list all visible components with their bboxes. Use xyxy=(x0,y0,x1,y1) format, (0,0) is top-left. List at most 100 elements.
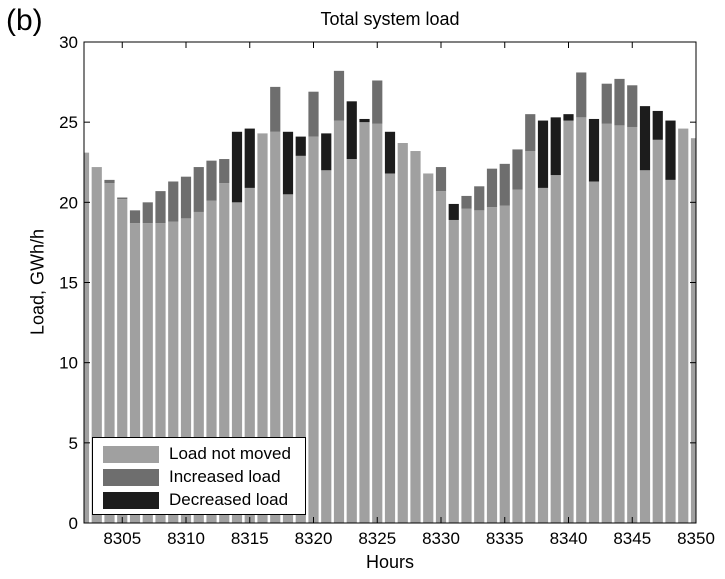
bars-layer xyxy=(84,70,696,523)
bar-increased xyxy=(474,186,485,211)
bar-not-moved xyxy=(678,128,689,523)
bar-not-moved xyxy=(486,207,498,523)
x-tick-label: 8335 xyxy=(486,529,524,548)
bar-decreased xyxy=(639,106,651,171)
y-tick-label: 5 xyxy=(69,434,78,453)
bar-not-moved xyxy=(448,219,459,523)
y-tick-label: 10 xyxy=(59,354,78,373)
bar-not-moved xyxy=(359,122,370,523)
x-tick-label: 8330 xyxy=(422,529,460,548)
bar-increased xyxy=(461,195,472,209)
bar-decreased xyxy=(537,120,549,188)
bar-not-moved xyxy=(193,211,204,523)
bar-increased xyxy=(525,114,536,152)
bar-not-moved xyxy=(639,170,651,523)
bar-not-moved xyxy=(627,126,638,523)
bar-not-moved xyxy=(308,136,319,523)
bar-not-moved xyxy=(219,183,230,523)
bar-increased xyxy=(155,191,166,224)
bar-increased xyxy=(576,72,587,118)
bar-increased xyxy=(372,80,383,124)
bar-not-moved xyxy=(525,151,536,523)
bar-increased xyxy=(142,202,153,224)
legend-swatch-increased xyxy=(103,468,159,486)
bar-not-moved xyxy=(614,125,625,523)
ticks-layer: 0 5 10 15 20 25 30 8305 8310 8315 8320 8325 8330 8335… xyxy=(59,33,715,548)
bar-not-moved xyxy=(321,170,332,523)
legend-item-not-moved: Load not moved xyxy=(103,443,291,465)
bar-increased xyxy=(129,210,141,224)
bar-increased xyxy=(512,149,523,190)
bar-not-moved xyxy=(257,133,268,523)
y-tick-label: 0 xyxy=(69,514,78,533)
bar-not-moved xyxy=(652,139,663,523)
legend-label-not-moved: Load not moved xyxy=(169,444,291,463)
bar-not-moved xyxy=(588,181,600,523)
y-tick-label: 15 xyxy=(59,274,78,293)
bar-not-moved xyxy=(499,205,510,523)
x-tick-label: 8305 xyxy=(103,529,141,548)
bar-not-moved xyxy=(129,223,141,523)
y-tick-label: 20 xyxy=(59,193,78,212)
x-tick-label: 8315 xyxy=(231,529,269,548)
bar-not-moved xyxy=(474,210,485,523)
bar-increased xyxy=(206,160,217,201)
bar-not-moved xyxy=(461,208,472,523)
bar-decreased xyxy=(321,133,332,171)
bar-not-moved xyxy=(372,123,383,523)
bar-increased xyxy=(308,91,319,137)
bar-increased xyxy=(193,167,204,212)
bar-not-moved xyxy=(423,173,434,523)
x-tick-label: 8310 xyxy=(167,529,205,548)
bar-increased xyxy=(435,167,447,192)
bar-not-moved xyxy=(435,191,447,523)
bar-increased xyxy=(117,197,128,200)
bar-not-moved xyxy=(295,155,306,523)
legend-label-increased: Increased load xyxy=(169,467,281,486)
bar-decreased xyxy=(231,131,243,203)
bar-not-moved xyxy=(537,187,549,523)
legend-item-increased: Increased load xyxy=(103,466,281,488)
bar-increased xyxy=(333,70,345,121)
bar-not-moved xyxy=(346,159,357,523)
bar-not-moved xyxy=(563,120,574,523)
bar-not-moved xyxy=(231,202,243,523)
x-axis-label: Hours xyxy=(365,552,414,572)
bar-not-moved xyxy=(601,123,612,523)
bar-decreased xyxy=(588,118,600,182)
bar-not-moved xyxy=(550,175,561,523)
bar-not-moved xyxy=(142,223,153,523)
bar-not-moved xyxy=(168,221,179,523)
bar-increased xyxy=(486,168,498,208)
bar-decreased xyxy=(346,101,357,160)
bar-decreased xyxy=(550,117,561,176)
legend-label-decreased: Decreased load xyxy=(169,490,289,509)
bar-not-moved xyxy=(333,120,345,523)
bar-increased xyxy=(499,163,510,206)
x-tick-label: 8320 xyxy=(295,529,333,548)
bar-increased xyxy=(104,179,115,184)
bar-increased xyxy=(614,78,625,126)
bar-decreased xyxy=(282,131,294,195)
bar-not-moved xyxy=(155,223,166,523)
bar-decreased xyxy=(384,131,396,174)
bar-increased xyxy=(180,176,192,219)
x-tick-label: 8350 xyxy=(677,529,715,548)
bar-not-moved xyxy=(84,152,90,523)
bar-not-moved xyxy=(665,179,676,523)
bar-decreased xyxy=(448,203,459,220)
bar-increased xyxy=(627,85,638,127)
x-tick-label: 8345 xyxy=(613,529,651,548)
legend: Load not moved Increased load Decreased … xyxy=(92,437,306,515)
legend-item-decreased: Decreased load xyxy=(103,489,288,511)
y-tick-label: 25 xyxy=(59,113,78,132)
bar-decreased xyxy=(652,110,663,140)
bar-not-moved xyxy=(282,194,294,523)
bar-increased xyxy=(168,181,179,222)
bar-not-moved xyxy=(117,199,128,523)
bar-not-moved xyxy=(180,218,192,523)
bar-not-moved xyxy=(206,200,217,523)
panel-label: (b) xyxy=(6,4,43,37)
bar-not-moved xyxy=(690,138,696,523)
